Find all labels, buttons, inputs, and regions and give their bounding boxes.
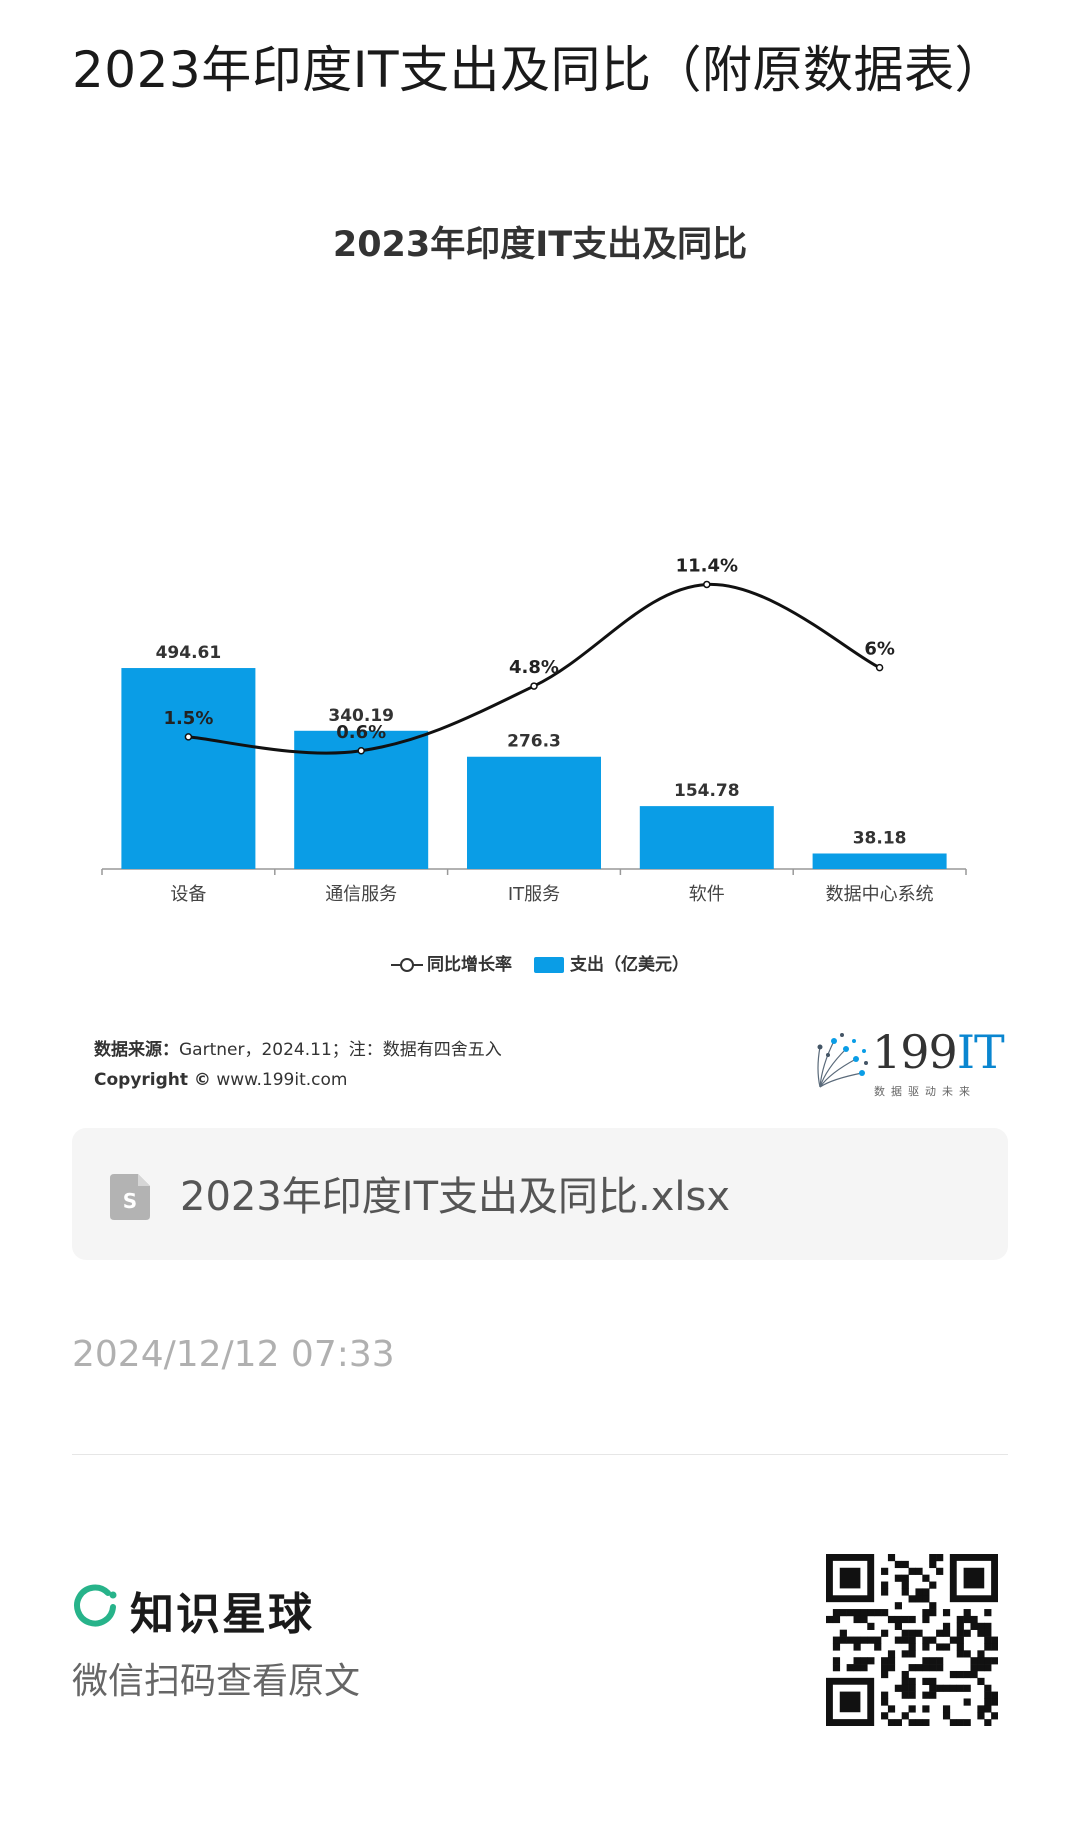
growth-value-label: 1.5% (163, 708, 213, 729)
bar (812, 853, 947, 869)
qr-code-icon[interactable] (826, 1554, 998, 1726)
chart-source: 数据来源：Gartner，2024.11；注：数据有四舍五入 Copyright… (94, 1035, 502, 1095)
divider (72, 1454, 1008, 1455)
post-title: 2023年印度IT支出及同比（附原数据表） (72, 41, 1006, 99)
x-tick-label: 设备 (170, 884, 206, 905)
legend-label-growth: 同比增长率 (427, 955, 513, 975)
copyright-text: www.199it.com (216, 1070, 348, 1090)
x-tick-label: 软件 (689, 884, 725, 905)
bar-value-label: 154.78 (674, 781, 740, 801)
growth-point (703, 580, 711, 589)
brand-wordmark: 199IT (872, 1025, 1005, 1079)
x-tick-label: 数据中心系统 (826, 884, 934, 905)
source-text: Gartner，2024.11；注：数据有四舍五入 (179, 1040, 502, 1060)
post-timestamp: 2024/12/12 07:33 (72, 1334, 395, 1375)
growth-point (530, 682, 538, 690)
growth-point (875, 663, 884, 672)
x-tick-label: 通信服务 (325, 884, 397, 905)
copyright-label: Copyright © (94, 1070, 211, 1090)
growth-value-label: 4.8% (509, 657, 559, 678)
scan-hint: 微信扫码查看原文 (72, 1661, 361, 1702)
growth-value-label: 6% (864, 639, 895, 660)
zsxq-brand-name: 知识星球 (130, 1589, 314, 1640)
bar-value-label: 38.18 (853, 828, 907, 848)
x-tick-label: IT服务 (508, 884, 560, 905)
growth-value-label: 0.6% (336, 722, 386, 743)
spreadsheet-file-icon: S (110, 1174, 150, 1220)
legend-item-spending: 支出（亿美元） (533, 950, 689, 975)
dandelion-logo-icon (817, 1033, 868, 1088)
bar (639, 806, 774, 869)
brand-slogan: 数据驱动未来 (874, 1085, 976, 1098)
brand-199it-logo: 199IT 数据驱动未来 (806, 1025, 1006, 1105)
growth-value-label: 11.4% (676, 555, 738, 576)
line-marker-icon (391, 958, 424, 972)
growth-point (357, 747, 365, 755)
bar (467, 756, 601, 869)
bar-value-label: 494.61 (156, 643, 222, 663)
zsxq-logo: 知识星球 (72, 1578, 372, 1640)
chart-plot: 494.61 设备 340.19 通信服务 276.3 IT服务 154.78 软件 38.18… (101, 555, 967, 905)
growth-point (184, 733, 193, 741)
zsxq-ring-icon (74, 1584, 117, 1627)
legend-item-growth: 同比增长率 (391, 950, 512, 975)
attachment-file-name: 2023年印度IT支出及同比.xlsx (180, 1174, 731, 1220)
source-label: 数据来源： (94, 1040, 179, 1060)
bar-swatch-icon (533, 957, 564, 973)
bar-value-label: 340.19 (328, 706, 394, 726)
svg-text:S: S (123, 1189, 137, 1213)
legend-label-spending: 支出（亿美元） (569, 955, 689, 975)
bar-value-label: 276.3 (507, 732, 561, 752)
chart-image: 2023年印度IT支出及同比 494.61 设备 340.19 通信服务 276.3 IT… (72, 180, 1008, 1110)
chart-legend: 同比增长率 支出（亿美元） (72, 950, 1008, 975)
chart-title: 2023年印度IT支出及同比 (332, 225, 748, 265)
attachment-file[interactable]: S 2023年印度IT支出及同比.xlsx (72, 1128, 1008, 1260)
bar (121, 668, 256, 869)
